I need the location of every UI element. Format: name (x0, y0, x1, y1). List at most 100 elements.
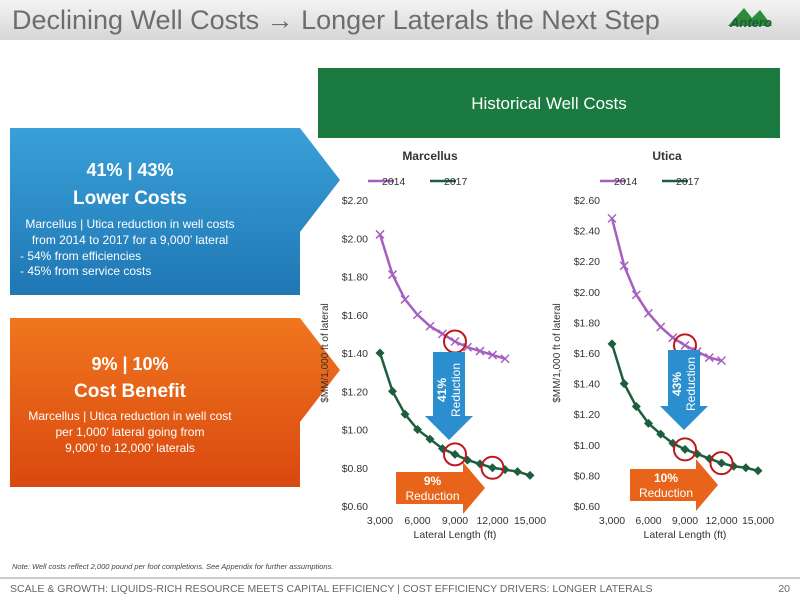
y-tick-label: $2.00 (574, 287, 600, 299)
y-tick-label: $0.80 (342, 463, 368, 475)
point (375, 229, 385, 239)
benefit-arrow (630, 459, 718, 511)
point (741, 463, 751, 473)
point (513, 467, 522, 477)
y-tick-label: $2.40 (574, 226, 600, 238)
y-tick-label: $1.40 (342, 348, 368, 360)
highlight-circle (709, 451, 734, 476)
y-tick-label: $2.60 (574, 195, 600, 207)
point (500, 354, 510, 364)
x-tick-label: 6,000 (404, 515, 430, 527)
arrow-pct: 41% (435, 378, 449, 402)
y-tick-label: $2.20 (342, 195, 368, 207)
y-tick-label: $1.00 (574, 440, 600, 452)
footer-text: SCALE & GROWTH: LIQUIDS-RICH RESOURCE ME… (10, 583, 653, 595)
x-tick-label: 12,000 (705, 515, 737, 527)
logo-mark (728, 8, 772, 26)
point (607, 339, 617, 349)
banner (318, 68, 780, 138)
x-tick-label: 15,000 (514, 515, 546, 527)
y-tick-label: $1.40 (574, 379, 600, 391)
point (413, 425, 422, 434)
y-tick-label: $1.00 (342, 425, 368, 437)
callout-subhead: Cost Benefit (74, 381, 187, 402)
callout-line: from 2014 to 2017 for a 9,000’ lateral (32, 233, 228, 247)
x-tick-label: 9,000 (442, 515, 468, 527)
point (607, 213, 617, 223)
reduction-arrow (660, 350, 708, 430)
point (400, 409, 410, 419)
callout-line: 9,000’ to 12,000’ laterals (65, 441, 195, 455)
point (412, 310, 423, 320)
y-tick-label: $1.60 (574, 348, 600, 360)
point (716, 356, 727, 366)
point (704, 353, 714, 363)
y-tick-label: $1.20 (342, 386, 368, 398)
point (525, 470, 535, 480)
y-tick-label: $0.80 (574, 470, 600, 482)
reduction-arrow (425, 352, 473, 440)
callout-line: - 54% from efficiencies (20, 249, 141, 263)
arrow-pct: 10% (654, 471, 678, 485)
arrow-pct: 9% (424, 474, 442, 488)
point (753, 466, 763, 476)
callout-blue (10, 128, 340, 295)
point (717, 458, 726, 468)
y-tick-label: $0.60 (574, 501, 600, 513)
point (387, 270, 398, 280)
y-tick-label: $1.80 (574, 317, 600, 329)
arrow-text: Reduction (684, 357, 698, 411)
callout-line: Marcellus | Utica reduction in well cost… (25, 217, 234, 231)
chart-title: Marcellus (402, 149, 458, 163)
note: Note: Well costs reflect 2,000 pound per… (12, 562, 333, 571)
point (631, 290, 641, 300)
point (643, 308, 654, 318)
point (487, 350, 498, 360)
chart-title: Utica (652, 149, 682, 163)
header-bar (0, 0, 800, 40)
y-axis-label: $MM/1,000 ft of lateral (552, 303, 563, 403)
legend-label: 2014 (614, 176, 638, 188)
page-number: 20 (778, 583, 790, 595)
y-tick-label: $2.00 (342, 233, 368, 245)
callout-line: per 1,000’ lateral going from (56, 425, 205, 439)
slide-title: Declining Well Costs → Longer Laterals t… (12, 5, 660, 35)
x-tick-label: 15,000 (742, 515, 774, 527)
point (475, 346, 485, 356)
point (450, 336, 460, 347)
x-tick-label: 3,000 (599, 515, 625, 527)
x-axis-label: Lateral Length (ft) (414, 529, 497, 541)
arrow-text: Reduction (449, 363, 463, 417)
x-tick-label: 9,000 (672, 515, 698, 527)
point (656, 429, 666, 439)
callout-line: - 45% from service costs (20, 264, 151, 278)
arrow-text: Reduction (405, 489, 459, 503)
y-tick-label: $1.80 (342, 272, 368, 284)
x-tick-label: 6,000 (635, 515, 661, 527)
x-tick-label: 3,000 (367, 515, 393, 527)
highlight-circle (443, 442, 467, 467)
y-tick-label: $2.20 (574, 256, 600, 268)
point (656, 322, 666, 332)
series-line (610, 218, 722, 362)
point (450, 449, 460, 459)
point (425, 321, 435, 331)
point (680, 444, 690, 454)
x-tick-label: 12,000 (476, 515, 508, 527)
callout-line: Marcellus | Utica reduction in well cost (28, 409, 232, 423)
highlight-circle (673, 437, 697, 462)
point (388, 386, 397, 396)
callout-subhead: Lower Costs (73, 188, 187, 209)
point (375, 348, 385, 358)
highlight-circle (480, 455, 505, 480)
callout-headline: 9% | 10% (91, 354, 168, 374)
arrow-pct: 43% (670, 372, 684, 396)
point (425, 434, 435, 444)
point (400, 294, 410, 304)
point (680, 340, 690, 350)
arrow-text: Reduction (639, 486, 693, 500)
legend-label: 2017 (444, 176, 468, 188)
y-tick-label: $1.20 (574, 409, 600, 421)
